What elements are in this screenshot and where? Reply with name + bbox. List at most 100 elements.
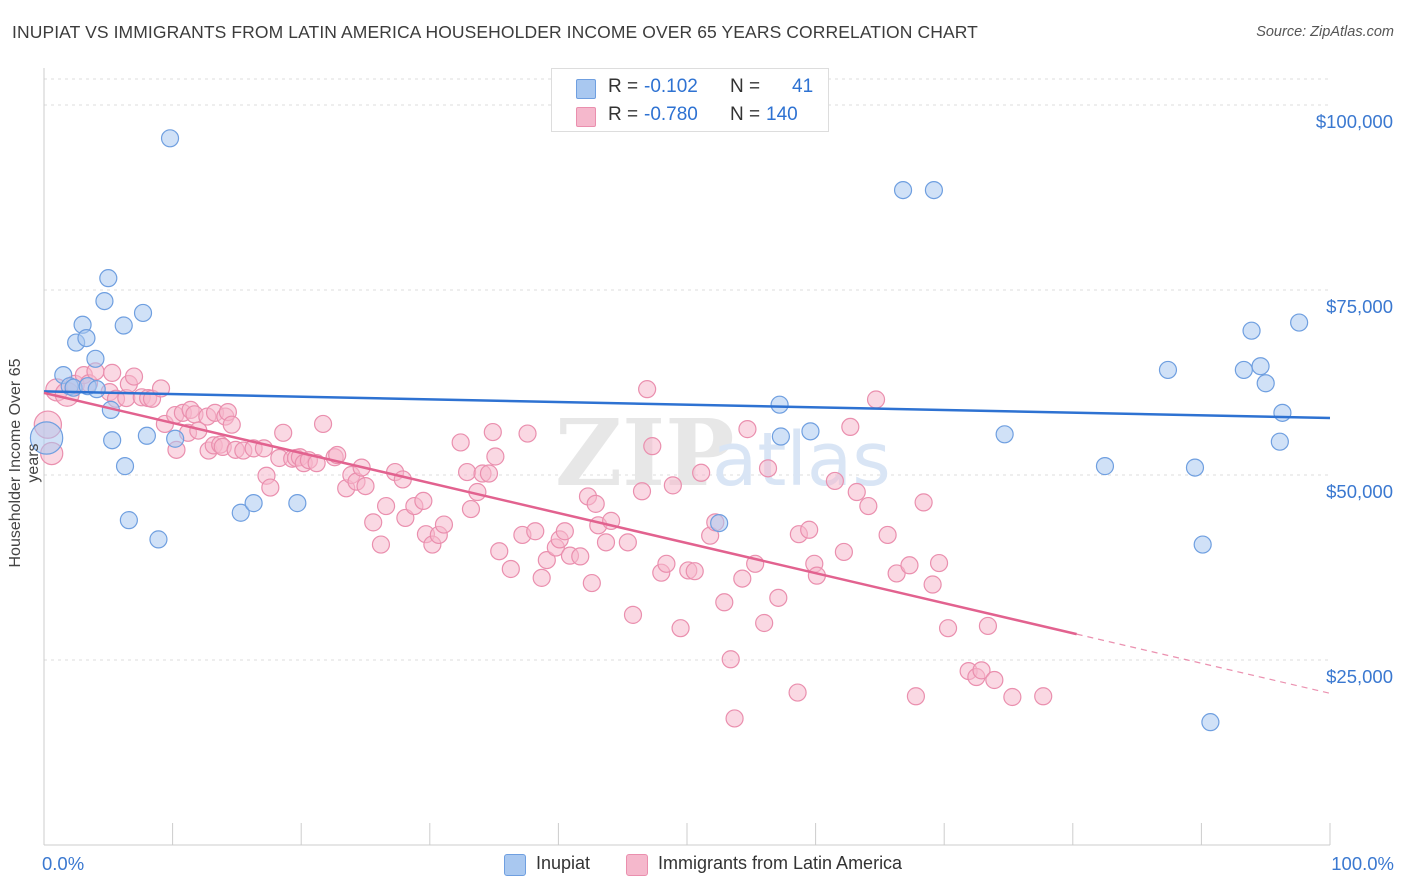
- latin-america-point: [914, 493, 933, 512]
- latin-america-point: [313, 414, 333, 434]
- n-label: N =: [730, 104, 761, 125]
- inupiat-point: [771, 427, 790, 446]
- inupiat-point: [231, 503, 250, 522]
- latin-america-point: [900, 556, 919, 575]
- latin-america-point: [414, 491, 433, 510]
- inupiat-point: [103, 431, 122, 450]
- latin-america-point: [371, 535, 391, 554]
- r-value: -0.780: [644, 104, 698, 125]
- latin-america-point: [501, 559, 520, 579]
- inupiat-point: [114, 316, 133, 335]
- latin-america-point: [834, 542, 853, 562]
- latin-america-point: [434, 515, 454, 534]
- inupiat-point: [1185, 458, 1205, 477]
- latin-america-point: [972, 661, 991, 680]
- latin-america-point: [721, 650, 740, 669]
- latin-america-point: [483, 422, 502, 442]
- latin-america-point: [486, 447, 505, 466]
- latin-america-point: [490, 542, 509, 561]
- latin-america-point: [938, 619, 958, 638]
- latin-america-point: [841, 417, 860, 436]
- latin-america-point: [632, 482, 652, 501]
- chart-title: INUPIAT VS IMMIGRANTS FROM LATIN AMERICA…: [12, 22, 978, 42]
- latin-america-point: [526, 522, 545, 541]
- latin-america-point: [638, 380, 657, 399]
- n-label: N =: [730, 76, 761, 97]
- trend-lines: [43, 390, 1331, 694]
- latin-america-point: [393, 470, 412, 489]
- latin-america-point: [1003, 687, 1022, 707]
- latin-america-point: [692, 463, 711, 482]
- y-tick-label: $25,000: [1326, 666, 1393, 687]
- latin-america-point: [1034, 687, 1053, 706]
- latin-america-swatch: [576, 107, 596, 127]
- stats-box: R = -0.102 N = 41 R = -0.780 N = 140: [551, 68, 829, 132]
- inupiat-point: [1290, 313, 1309, 332]
- latin-america-point: [518, 424, 537, 443]
- y-tick-label: $100,000: [1316, 111, 1393, 132]
- inupiat-point: [149, 530, 168, 549]
- inupiat-point: [1095, 457, 1115, 476]
- latin-america-point: [859, 496, 878, 516]
- inupiat-point: [133, 303, 153, 323]
- inupiat-point: [77, 329, 96, 348]
- y-tick-label: $75,000: [1326, 296, 1393, 317]
- inupiat-point: [710, 513, 729, 533]
- latin-america-point: [222, 415, 241, 434]
- inupiat-point: [1201, 713, 1220, 732]
- latin-america-point: [364, 513, 383, 532]
- latin-america-point: [623, 605, 643, 624]
- watermark: ZIP atlas: [555, 399, 891, 507]
- y-tick-labels: $25,000 $50,000 $75,000 $100,000: [1316, 111, 1393, 687]
- latin-america-point: [769, 588, 788, 607]
- inupiat-point: [1158, 360, 1178, 380]
- r-label: R =: [608, 76, 639, 97]
- latin-america-point: [103, 363, 122, 382]
- trend-line-latin-america-extension: [1076, 633, 1331, 694]
- latin-america-point: [376, 496, 396, 516]
- inupiat-point: [924, 181, 944, 200]
- latin-america-point: [457, 462, 477, 482]
- latin-america-point: [738, 420, 757, 439]
- latin-america-point: [800, 520, 819, 539]
- latin-america-point: [555, 522, 574, 541]
- latin-america-point: [755, 613, 774, 633]
- inupiat-swatch: [576, 79, 596, 99]
- inupiat-point: [244, 494, 263, 513]
- latin-america-point: [685, 562, 704, 581]
- latin-america-point: [866, 390, 886, 409]
- latin-america-point: [923, 575, 942, 594]
- inupiat-point: [801, 422, 820, 441]
- inupiat-point: [160, 129, 180, 148]
- r-value: -0.102: [644, 76, 698, 97]
- latin-america-point: [725, 709, 744, 728]
- latin-america-point: [261, 478, 280, 497]
- stats-row-latin-america: R = -0.780 N = 140: [552, 100, 828, 128]
- inupiat-point: [288, 494, 307, 513]
- inupiat-point: [1270, 432, 1289, 451]
- latin-america-point: [274, 423, 293, 442]
- legend-label-latin-america: Immigrants from Latin America: [658, 853, 903, 873]
- latin-america-point: [715, 593, 734, 612]
- latin-america-point: [571, 547, 590, 566]
- latin-america-point: [618, 533, 637, 552]
- inupiat-point: [29, 421, 64, 455]
- gridlines: [44, 78, 1330, 661]
- series-latin-america-points: [33, 362, 1053, 728]
- legend-swatch-latin-america: [626, 854, 648, 876]
- y-axis-label: Householder Income Over 65 years: [7, 358, 42, 568]
- trend-line-inupiat: [43, 390, 1331, 420]
- latin-america-point: [532, 568, 551, 587]
- latin-america-point: [825, 471, 844, 491]
- source-label: Source: ZipAtlas.com: [1256, 24, 1394, 40]
- latin-america-point: [479, 464, 499, 483]
- inupiat-point: [95, 292, 114, 311]
- latin-america-point: [461, 499, 481, 519]
- latin-america-point: [758, 459, 778, 478]
- legend-label-inupiat: Inupiat: [536, 853, 591, 873]
- latin-america-point: [596, 533, 616, 552]
- inupiat-point: [995, 425, 1014, 444]
- x-tick-label-end: 100.0%: [1331, 853, 1394, 874]
- inupiat-point: [1193, 535, 1212, 554]
- inupiat-point: [1234, 360, 1253, 380]
